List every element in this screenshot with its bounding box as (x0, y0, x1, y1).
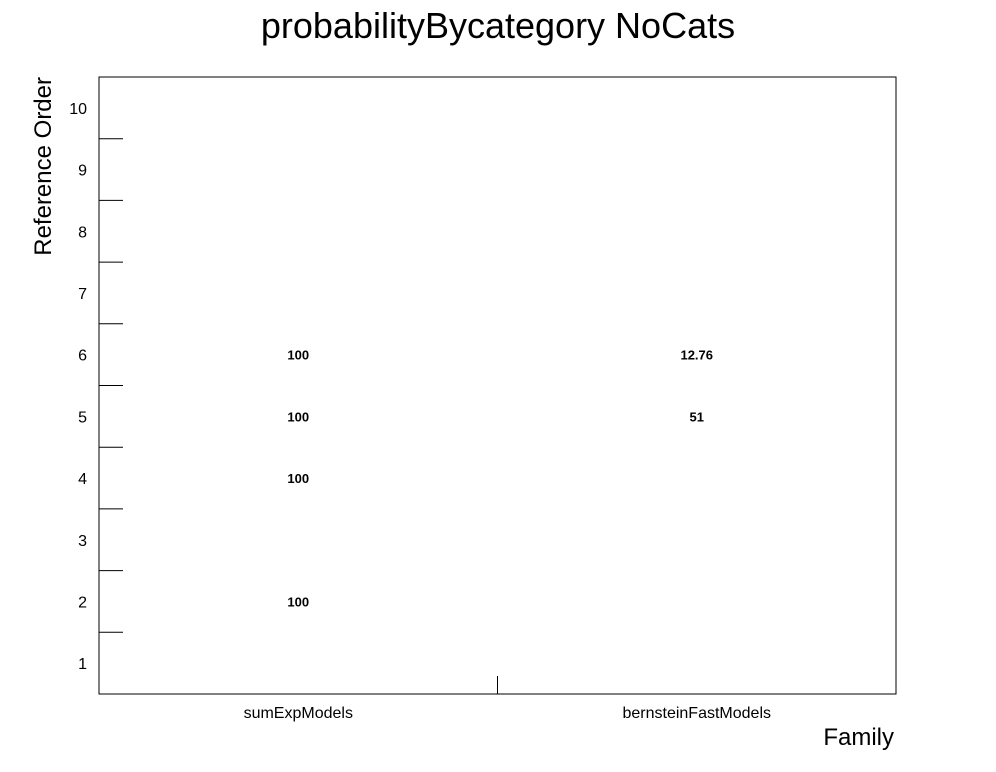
cell-labels: 100 100 100 100 51 12.76 (287, 348, 713, 610)
cell-value-label: 51 (690, 409, 704, 424)
y-tick-label: 8 (78, 224, 87, 241)
x-axis-label: Family (823, 724, 894, 751)
y-tick-label: 2 (78, 594, 87, 611)
y-tick-label: 9 (78, 163, 87, 180)
cell-value-label: 100 (287, 348, 309, 363)
y-axis: 1 2 3 4 5 6 7 8 9 10 (69, 101, 123, 673)
y-tick-label: 3 (78, 533, 87, 550)
y-tick-label: 5 (78, 409, 87, 426)
plot-frame (98, 76, 897, 695)
chart-title: probabilityBycategory NoCats (261, 5, 735, 46)
x-axis: sumExpModels bernsteinFastModels (244, 676, 771, 722)
y-axis-label: Reference Order (30, 77, 57, 256)
x-tick-label: sumExpModels (244, 705, 353, 722)
cell-value-label: 12.76 (680, 348, 713, 363)
cell-value-label: 100 (287, 594, 309, 609)
cell-value-label: 100 (287, 471, 309, 486)
y-tick-label: 6 (78, 348, 87, 365)
y-tick-label: 4 (78, 471, 87, 488)
y-tick-label: 10 (69, 101, 87, 118)
x-tick-label: bernsteinFastModels (622, 705, 771, 722)
cell-value-label: 100 (287, 409, 309, 424)
y-tick-label: 1 (78, 656, 87, 673)
y-tick-label: 7 (78, 286, 87, 303)
